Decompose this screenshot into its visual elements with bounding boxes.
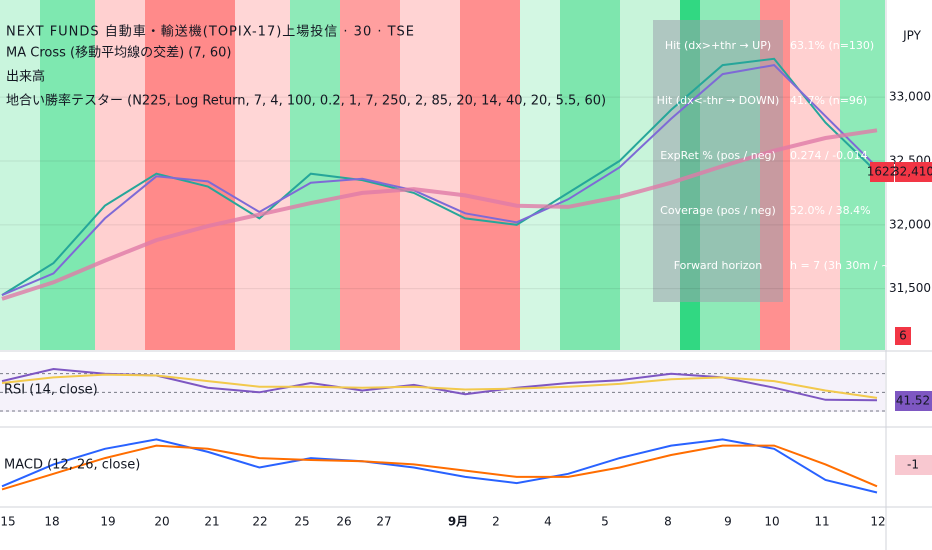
- stat-value: 63.1% (n=130): [790, 39, 874, 52]
- x-tick-label: 9: [724, 515, 732, 529]
- stat-label: ExpRet % (pos / neg): [660, 149, 776, 162]
- macd-tag-bg: [895, 455, 932, 475]
- indicator-label: 地合い勝率テスター (N225, Log Return, 7, 4, 100, …: [6, 93, 606, 109]
- y-tick-label: 33,000: [889, 90, 931, 104]
- x-tick-label: 5: [601, 515, 609, 529]
- series-line: [1, 373, 878, 399]
- x-tick-label: 21: [204, 515, 219, 529]
- stat-value: 0.274 / -0.014: [790, 149, 868, 162]
- x-tick-label: 9月: [448, 515, 468, 529]
- x-tick-label: 4: [544, 515, 552, 529]
- stat-label: Forward horizon: [674, 259, 763, 272]
- panel-title: MACD (12, 26, close): [4, 458, 140, 473]
- x-tick-label: 12: [870, 515, 885, 529]
- x-tick-label: 8: [664, 515, 672, 529]
- x-tick-label: 20: [154, 515, 169, 529]
- stat-value: 52.0% / 38.4%: [790, 204, 871, 217]
- rsi-tag: 41.52: [896, 394, 930, 408]
- stat-value: 41.7% (n=96): [790, 94, 867, 107]
- x-tick-label: 18: [44, 515, 59, 529]
- volume-tag-bg: [895, 327, 911, 345]
- price-tag-bg: [895, 162, 932, 182]
- currency-label: JPY: [902, 29, 922, 43]
- rsi-band: [0, 360, 885, 412]
- volume-tag: 6: [899, 329, 907, 343]
- y-tick-label: 32,000: [889, 217, 931, 231]
- price-tag: 32,410: [892, 165, 932, 179]
- indicator-label: 出来高: [6, 69, 45, 85]
- stat-label: Hit (dx>+thr → UP): [665, 39, 771, 52]
- x-tick-label: 19: [100, 515, 115, 529]
- countdown-tag: 1622: [867, 165, 898, 179]
- series-line: [1, 57, 878, 296]
- series-line: [1, 438, 878, 494]
- stat-label: Hit (dx<-thr → DOWN): [657, 94, 780, 107]
- x-tick-label: 2: [492, 515, 500, 529]
- series-line: [1, 128, 878, 301]
- stat-label: Coverage (pos / neg): [660, 204, 776, 217]
- rsi-tag-bg: [895, 391, 932, 411]
- x-tick-label: 27: [376, 515, 391, 529]
- series-line: [1, 444, 878, 491]
- series-line: [1, 64, 878, 297]
- chart-title: NEXT FUNDS 自動車・輸送機(TOPIX-17)上場投信 · 30 · …: [6, 24, 415, 40]
- x-tick-label: 15: [0, 515, 15, 529]
- x-tick-label: 22: [252, 515, 267, 529]
- stat-value: h = 7 (3h 30m / ~0.64d(場中)): [790, 259, 932, 272]
- macd-tag: -1: [907, 458, 919, 472]
- indicator-label: MA Cross (移動平均線の交差) (7, 60): [6, 45, 232, 61]
- y-tick-label: 31,500: [889, 281, 931, 295]
- x-tick-label: 25: [294, 515, 309, 529]
- panel-title: RSI (14, close): [4, 383, 98, 398]
- x-tick-label: 11: [814, 515, 829, 529]
- price-tag-bg: [870, 162, 894, 182]
- x-tick-label: 26: [336, 515, 351, 529]
- x-tick-label: 10: [764, 515, 779, 529]
